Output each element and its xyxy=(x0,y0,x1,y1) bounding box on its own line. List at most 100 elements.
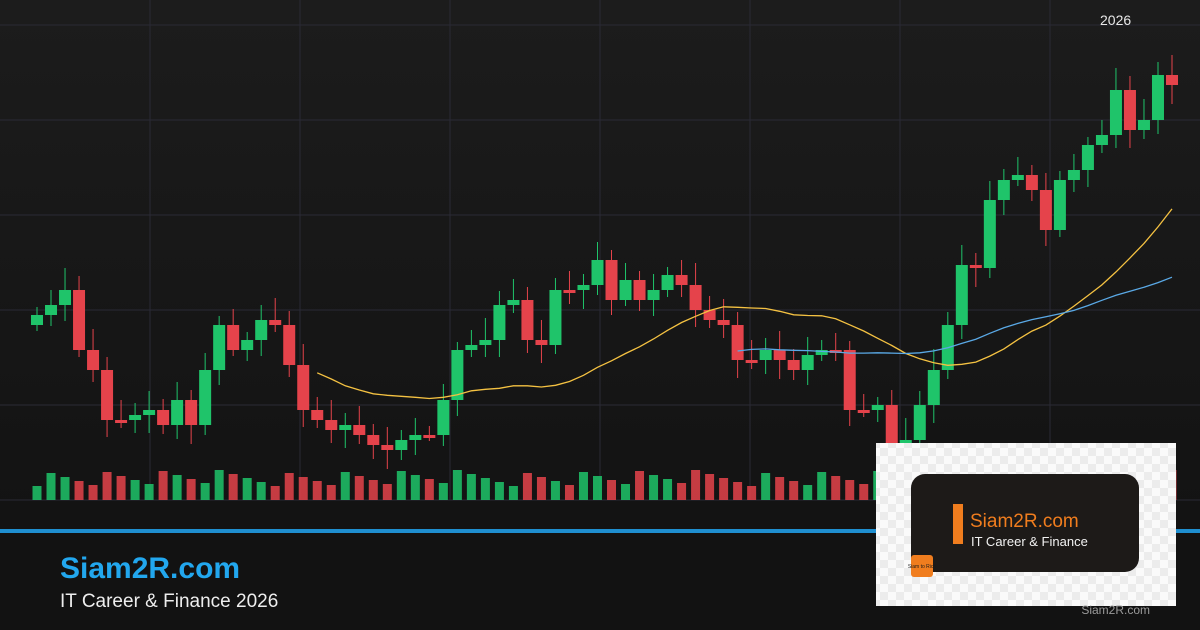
candle-body xyxy=(563,290,576,293)
candle-body xyxy=(269,320,282,325)
volume-bar xyxy=(733,482,743,500)
candle-body xyxy=(1081,145,1094,170)
volume-bar xyxy=(172,475,182,500)
candle-body xyxy=(521,300,534,340)
candle-body xyxy=(619,280,632,300)
logo-badge xyxy=(911,555,933,577)
site-title: Siam2R.com xyxy=(60,552,240,585)
volume-bar xyxy=(186,479,196,500)
candle-body xyxy=(871,405,884,410)
candle-body xyxy=(143,410,156,415)
candle-body xyxy=(773,350,786,360)
volume-bar xyxy=(102,472,112,500)
volume-bar xyxy=(424,479,434,500)
candle-body xyxy=(731,325,744,360)
volume-bar xyxy=(592,476,602,500)
volume-bar xyxy=(761,473,771,500)
volume-bar xyxy=(564,485,574,500)
candle-body xyxy=(465,345,478,350)
volume-bar xyxy=(298,477,308,500)
candle-body xyxy=(983,200,996,268)
volume-bar xyxy=(649,475,659,500)
candle-body xyxy=(1039,190,1052,230)
volume-bar xyxy=(228,474,238,500)
volume-bar xyxy=(88,485,98,500)
volume-bar xyxy=(368,480,378,500)
candle-body xyxy=(633,280,646,300)
volume-bar xyxy=(200,483,210,500)
volume-bar xyxy=(270,486,280,500)
candle-body xyxy=(45,305,58,315)
volume-bar xyxy=(74,481,84,500)
candle-body xyxy=(367,435,380,445)
candle-body xyxy=(227,325,240,350)
volume-bar xyxy=(438,483,448,500)
candle-body xyxy=(255,320,268,340)
volume-bar xyxy=(859,484,869,500)
candle-body xyxy=(857,410,870,413)
volume-bar xyxy=(719,478,729,500)
candle-body xyxy=(899,440,912,445)
candle-body xyxy=(115,420,128,423)
volume-bar xyxy=(158,471,168,500)
candle-body xyxy=(1137,120,1150,130)
candle-body xyxy=(409,435,422,440)
candle-body xyxy=(1166,75,1178,85)
candle-body xyxy=(101,370,114,420)
candle-body xyxy=(31,315,43,325)
candle-body xyxy=(1123,90,1136,130)
volume-bar xyxy=(508,486,518,500)
volume-bar xyxy=(242,478,252,500)
volume-bar xyxy=(705,474,715,500)
volume-bar xyxy=(550,481,560,500)
candle-body xyxy=(549,290,562,345)
volume-bar xyxy=(635,471,645,500)
grid xyxy=(0,0,1200,501)
logo-title: Siam2R.com xyxy=(970,511,1079,532)
candle-body xyxy=(577,285,590,290)
candle-body xyxy=(1011,175,1024,180)
candle-body xyxy=(745,360,758,363)
candle-body xyxy=(339,425,352,430)
candle-body xyxy=(493,305,506,340)
volume-bar xyxy=(803,485,813,500)
candle-body xyxy=(213,325,226,370)
volume-bar xyxy=(691,470,701,500)
volume-bar xyxy=(775,477,785,500)
volume-bar xyxy=(32,486,42,500)
candle-body xyxy=(297,365,310,410)
volume-bar xyxy=(677,483,687,500)
volume-bar xyxy=(480,478,490,500)
candle-body xyxy=(423,435,436,438)
moving-average xyxy=(737,276,1173,355)
volume-bar xyxy=(144,484,154,500)
candle-body xyxy=(535,340,548,345)
candle-body xyxy=(955,265,968,325)
logo-badge-text: Siam to Rich xyxy=(908,564,937,570)
candle-body xyxy=(1109,90,1122,135)
candle-body xyxy=(73,290,86,350)
candle-body xyxy=(1053,180,1066,230)
candle-body xyxy=(437,400,450,435)
candle-body xyxy=(997,180,1010,200)
logo-bar xyxy=(953,504,963,544)
logo-subtitle: IT Career & Finance xyxy=(971,534,1088,549)
candle-body xyxy=(185,400,198,425)
volume-bar xyxy=(817,472,827,500)
candle-body xyxy=(381,445,394,450)
candle-body xyxy=(241,340,254,350)
volume-bar xyxy=(340,472,350,500)
volume-bar xyxy=(522,473,532,500)
volume-bar xyxy=(46,473,56,500)
candle-body xyxy=(675,275,688,285)
volume-bar xyxy=(354,476,364,500)
volume-bar xyxy=(621,484,631,500)
volume-bar xyxy=(578,472,588,500)
candle-body xyxy=(395,440,408,450)
volume-bar xyxy=(452,470,462,500)
moving-average xyxy=(316,208,1173,400)
candle-body xyxy=(661,275,674,290)
volume-bar xyxy=(845,480,855,500)
candle-body xyxy=(927,370,940,405)
